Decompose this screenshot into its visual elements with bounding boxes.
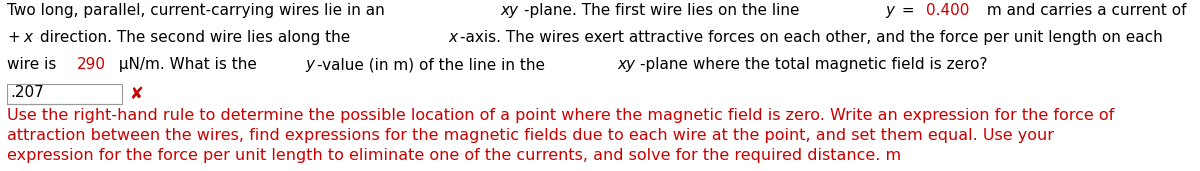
Text: expression for the force per unit length to eliminate one of the currents, and s: expression for the force per unit length…: [7, 148, 901, 163]
Text: =: =: [898, 3, 920, 18]
Text: x: x: [24, 30, 32, 45]
Text: -plane where the total magnetic field is zero?: -plane where the total magnetic field is…: [641, 57, 988, 72]
Text: xy: xy: [617, 57, 635, 72]
Text: 0.400: 0.400: [926, 3, 970, 18]
Text: -value (in m) of the line in the: -value (in m) of the line in the: [317, 57, 550, 72]
Text: .207: .207: [10, 85, 43, 100]
Text: -axis. The wires exert attractive forces on each other, and the force per unit l: -axis. The wires exert attractive forces…: [460, 30, 1163, 45]
Text: xy: xy: [500, 3, 518, 18]
Text: m and carries a current of: m and carries a current of: [983, 3, 1192, 18]
Text: y: y: [886, 3, 895, 18]
Text: 290: 290: [77, 57, 106, 72]
Text: Two long, parallel, current-carrying wires lie in an: Two long, parallel, current-carrying wir…: [7, 3, 390, 18]
Bar: [7, 84, 122, 104]
Text: x: x: [448, 30, 457, 45]
Text: wire is: wire is: [7, 57, 61, 72]
Text: μN/m. What is the: μN/m. What is the: [114, 57, 262, 72]
Text: direction. The second wire lies along the: direction. The second wire lies along th…: [35, 30, 355, 45]
Text: y: y: [305, 57, 314, 72]
Text: attraction between the wires, find expressions for the magnetic fields due to ea: attraction between the wires, find expre…: [7, 128, 1054, 143]
Text: Use the right-hand rule to determine the possible location of a point where the : Use the right-hand rule to determine the…: [7, 108, 1115, 123]
Text: +: +: [7, 30, 19, 45]
Text: ✘: ✘: [130, 85, 144, 103]
Text: -plane. The first wire lies on the line: -plane. The first wire lies on the line: [524, 3, 804, 18]
